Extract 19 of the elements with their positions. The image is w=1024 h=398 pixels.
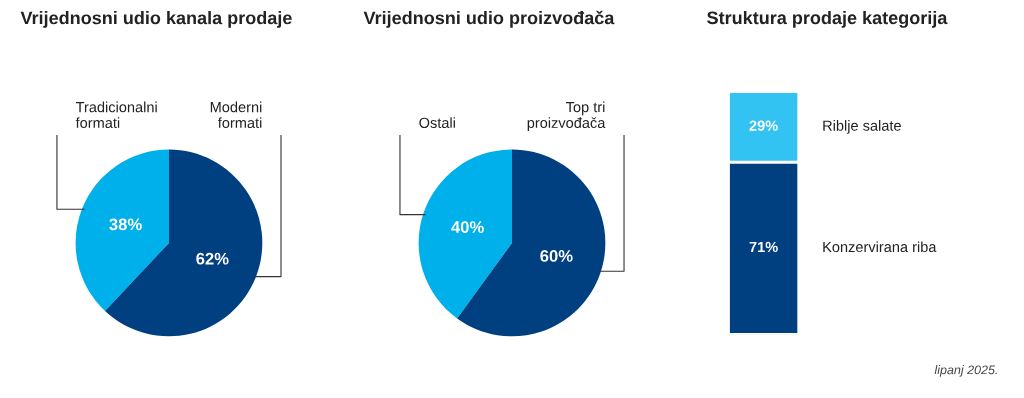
slice-label: Ostali	[419, 117, 455, 129]
slice-label: Tradicionalni formati	[75, 101, 157, 129]
slice-label: Moderni formati	[210, 101, 262, 129]
pie-slice	[75, 149, 169, 311]
series-label: Riblje salate	[823, 120, 901, 134]
data-label: 40%	[451, 221, 484, 233]
series-label: Konzervirana riba	[823, 241, 937, 253]
chart-title: Struktura prodaje kategorija	[707, 10, 948, 28]
data-label: 71%	[749, 241, 778, 253]
pie-slice	[418, 149, 512, 319]
data-label: 60%	[540, 250, 573, 262]
slice-label: Top tri proizvođača	[527, 101, 606, 131]
data-label: 38%	[109, 218, 142, 231]
chart-title: Vrijednosni udio kanala prodaje	[20, 11, 292, 28]
text: lipanj 2025.	[934, 365, 997, 377]
pie-slice	[105, 149, 263, 337]
data-label: 29%	[749, 120, 778, 131]
data-label: 62%	[196, 252, 229, 265]
chart-title: Vrijednosni udio proizvođača	[363, 10, 615, 28]
